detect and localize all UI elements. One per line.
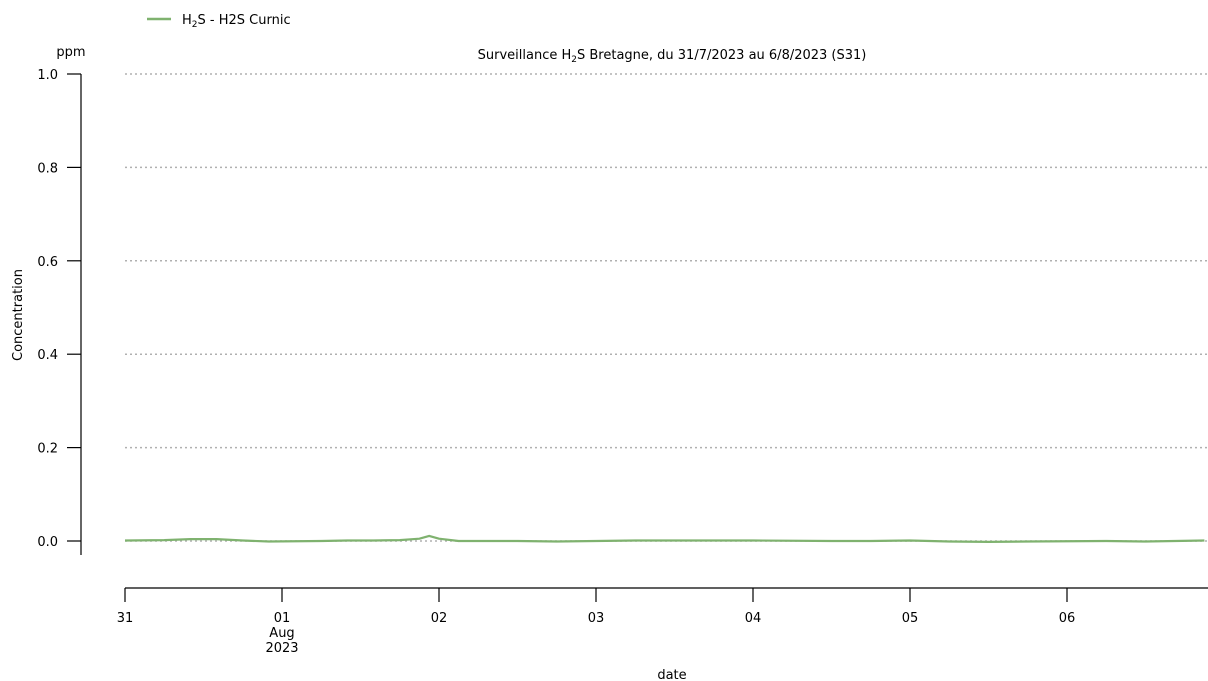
y-axis: 0.0 0.2 0.4 0.6 0.8 1.0	[37, 68, 82, 555]
chart-title: Surveillance H2S Bretagne, du 31/7/2023 …	[478, 48, 867, 65]
x-tick-label: 04	[745, 611, 762, 626]
x-tick-label: Aug	[269, 626, 294, 641]
y-tick-label: 0.0	[37, 535, 58, 550]
x-tick-label: 02	[431, 611, 448, 626]
legend-label: H2S - H2S Curnic	[182, 13, 291, 30]
y-tick-label: 0.6	[37, 255, 58, 270]
legend: H2S - H2S Curnic	[147, 13, 291, 30]
y-tick-label: 1.0	[37, 68, 58, 83]
plot-area	[124, 534, 1205, 543]
y-tick-label: 0.2	[37, 442, 58, 457]
x-tick-label: 01	[274, 611, 291, 626]
y-axis-title: Concentration	[11, 269, 26, 361]
x-tick-label: 2023	[265, 641, 298, 656]
x-tick-label: 06	[1059, 611, 1076, 626]
x-tick-label: 03	[588, 611, 605, 626]
y-tick-label: 0.8	[37, 161, 58, 176]
y-tick-label: 0.4	[37, 348, 58, 363]
grid-lines	[125, 73, 1208, 542]
x-tick-label: 31	[117, 611, 134, 626]
y-unit-label: ppm	[56, 45, 85, 60]
x-axis-title: date	[657, 668, 686, 681]
x-tick-label: 05	[902, 611, 919, 626]
series-line	[124, 534, 1205, 543]
